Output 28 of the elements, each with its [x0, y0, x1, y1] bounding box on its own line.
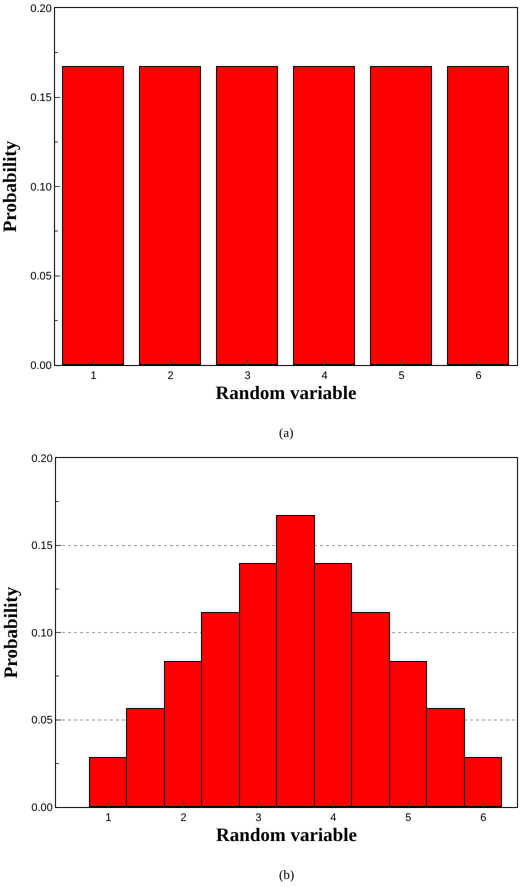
- x-axis-title: Random variable: [216, 825, 357, 846]
- x-axis-title: Random variable: [216, 383, 356, 404]
- y-tick-label: 0.00: [30, 360, 52, 372]
- y-tick-label: 0.10: [31, 627, 53, 640]
- y-tick-label: 0.05: [31, 714, 53, 727]
- x-tick-label: 2: [180, 812, 186, 824]
- x-tick-label: 6: [475, 370, 482, 382]
- x-tick-label: 6: [480, 812, 486, 824]
- x-tick-label: 1: [90, 370, 97, 382]
- text: (b): [279, 867, 294, 882]
- y-tick-label: 0.00: [31, 802, 53, 814]
- y-tick-label: 0.20: [30, 2, 52, 15]
- y-tick-label: 0.20: [31, 452, 53, 465]
- x-tick-label: 1: [105, 812, 112, 824]
- x-tick-label: 3: [244, 370, 251, 382]
- y-axis-title: Probability: [0, 140, 22, 232]
- x-tick-label: 3: [255, 812, 262, 824]
- x-tick-label: 5: [405, 812, 412, 824]
- y-tick-label: 0.10: [30, 181, 52, 194]
- y-tick-label: 0.05: [30, 270, 52, 283]
- text: (a): [279, 425, 294, 440]
- x-tick-label: 2: [167, 370, 174, 382]
- y-tick-label: 0.15: [31, 540, 53, 552]
- y-tick-label: 0.15: [30, 92, 52, 104]
- x-tick-label: 4: [321, 370, 328, 382]
- x-tick-label: 5: [398, 370, 405, 382]
- x-tick-label: 4: [330, 812, 336, 824]
- y-axis-title: Probability: [1, 586, 22, 678]
